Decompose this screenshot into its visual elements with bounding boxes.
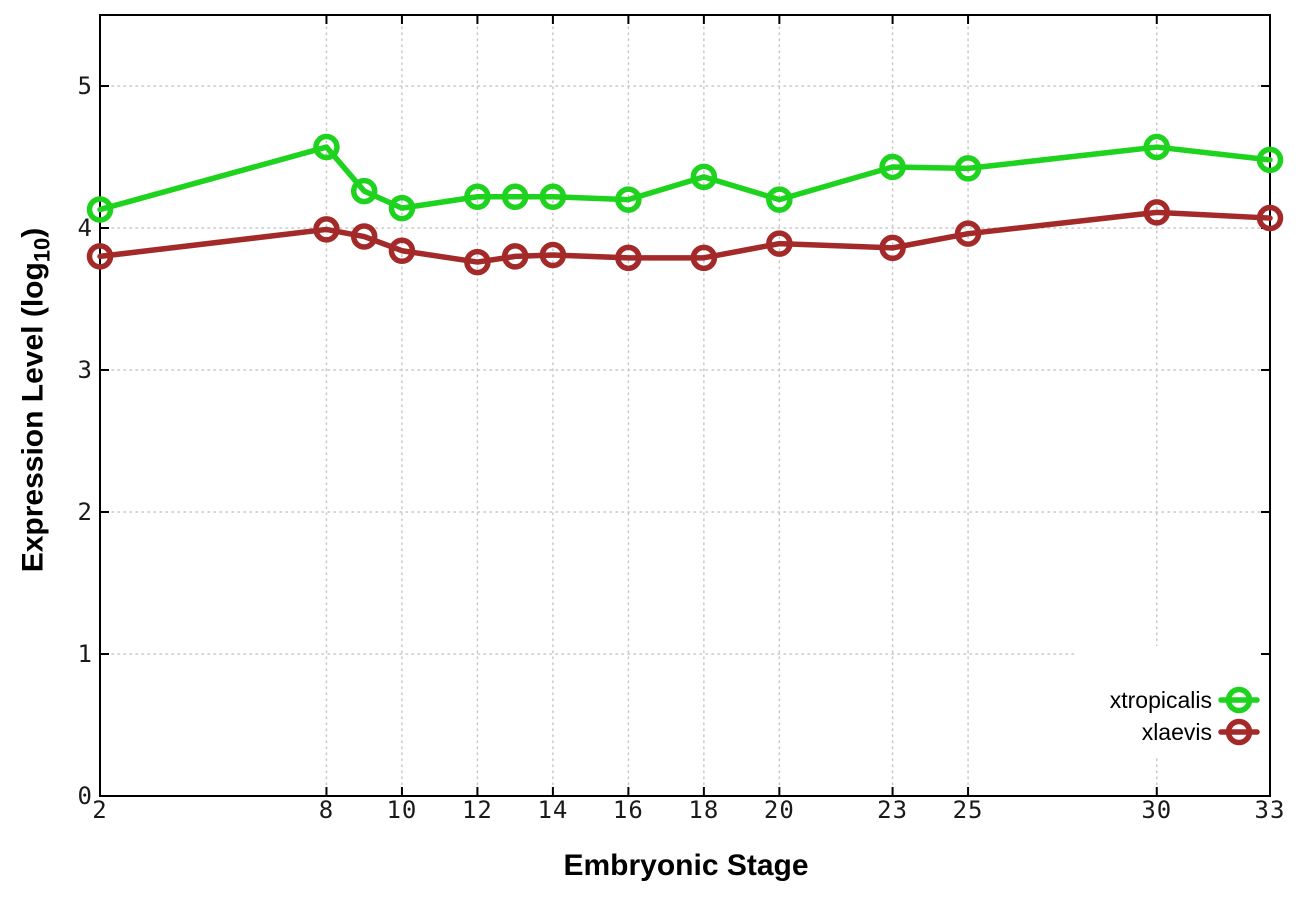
x-tick-label: 14	[537, 796, 568, 824]
x-tick-label: 2	[92, 796, 107, 824]
x-tick-label: 18	[688, 796, 719, 824]
data-point-xtropicalis	[879, 153, 906, 181]
data-point-xtropicalis	[1256, 146, 1284, 174]
x-axis-title: Embryonic Stage	[563, 849, 809, 882]
data-point-xtropicalis	[1143, 133, 1171, 161]
data-point-xtropicalis	[464, 183, 491, 211]
y-tick-label: 2	[78, 498, 93, 526]
data-point-xlaevis	[766, 230, 793, 257]
y-tick-label: 0	[78, 782, 93, 810]
data-point-xlaevis	[615, 244, 642, 272]
y-tick-label: 5	[78, 72, 93, 100]
y-axis-title: Expression Level (log10)	[17, 228, 56, 573]
data-point-xtropicalis	[690, 163, 718, 191]
series-line-xlaevis	[97, 209, 1273, 265]
x-tick-label: 12	[462, 796, 493, 824]
y-tick-label: 4	[78, 214, 93, 242]
x-tick-label: 8	[319, 796, 334, 824]
data-point-xlaevis	[1256, 204, 1284, 232]
data-point-xtropicalis	[86, 196, 114, 223]
x-tick-label: 30	[1141, 796, 1172, 824]
x-tick-label: 16	[613, 796, 644, 824]
legend-entry-xlaevis: xlaevis	[1142, 717, 1212, 747]
x-tick-label: 20	[764, 796, 795, 824]
data-point-xlaevis	[879, 234, 906, 262]
x-tick-label: 33	[1255, 796, 1286, 824]
data-point-xlaevis	[954, 220, 982, 247]
y-axis-title-prefix: Expression Level (log	[16, 262, 50, 573]
legend-entry-xtropicalis: xtropicalis	[1110, 685, 1212, 715]
data-point-xlaevis	[86, 243, 114, 270]
x-tick-label: 10	[386, 796, 417, 824]
data-point-xlaevis	[464, 248, 491, 276]
y-axis-title-suffix: )	[16, 227, 50, 238]
data-point-xlaevis	[388, 237, 416, 264]
data-point-xtropicalis	[766, 186, 793, 213]
y-tick-label: 3	[78, 356, 93, 384]
series-line-xtropicalis	[97, 144, 1273, 213]
y-tick-label: 1	[78, 640, 93, 668]
data-point-xtropicalis	[388, 194, 416, 222]
y-axis-title-subscript: 10	[29, 237, 55, 263]
data-point-xtropicalis	[313, 133, 340, 161]
plot-border	[99, 14, 1271, 797]
data-point-xlaevis	[690, 244, 718, 272]
data-point-xlaevis	[539, 241, 567, 269]
legend-label-xlaevis: xlaevis	[1141, 719, 1212, 745]
data-point-xlaevis	[313, 216, 340, 243]
data-point-xlaevis	[501, 243, 529, 270]
x-tick-label: 23	[877, 796, 908, 824]
legend-marker-circle-xtropicalis	[1225, 686, 1253, 714]
data-point-xtropicalis	[501, 183, 529, 211]
data-point-xlaevis	[350, 223, 378, 250]
data-point-xtropicalis	[615, 186, 642, 213]
legend-label-xtropicalis: xtropicalis	[1109, 687, 1212, 713]
data-point-xtropicalis	[350, 177, 378, 205]
x-tick-label: 25	[953, 796, 984, 824]
data-point-xlaevis	[1143, 199, 1171, 226]
legend-marker-circle-xlaevis	[1225, 718, 1253, 746]
data-point-xtropicalis	[539, 183, 567, 211]
data-point-xtropicalis	[954, 155, 982, 182]
